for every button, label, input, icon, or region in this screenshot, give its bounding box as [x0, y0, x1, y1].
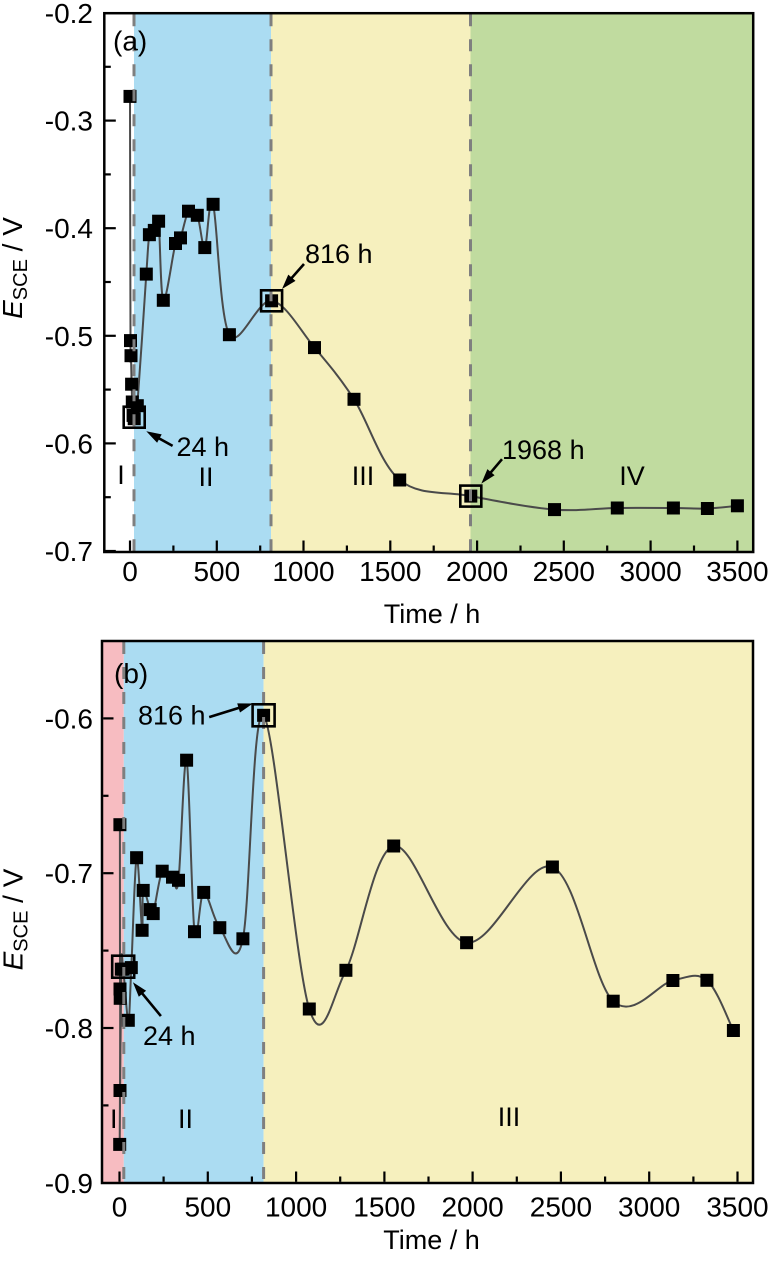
- svg-text:-0.6: -0.6: [45, 428, 93, 459]
- svg-text:IV: IV: [619, 461, 645, 491]
- svg-text:Time / h: Time / h: [383, 1225, 480, 1255]
- svg-text:II: II: [198, 462, 213, 492]
- svg-text:1500: 1500: [353, 1192, 415, 1223]
- svg-text:24 h: 24 h: [177, 432, 230, 462]
- svg-text:I: I: [110, 1104, 118, 1134]
- svg-text:II: II: [178, 1104, 193, 1134]
- svg-text:500: 500: [193, 556, 240, 587]
- svg-text:3500: 3500: [706, 556, 768, 587]
- svg-text:816 h: 816 h: [305, 239, 373, 269]
- svg-text:ESCE / V: ESCE / V: [0, 868, 33, 970]
- svg-text:0: 0: [122, 556, 138, 587]
- svg-text:24 h: 24 h: [143, 1021, 196, 1051]
- svg-text:2500: 2500: [530, 1192, 592, 1223]
- svg-text:-0.7: -0.7: [45, 536, 93, 567]
- svg-text:2000: 2000: [441, 1192, 503, 1223]
- svg-text:-0.4: -0.4: [45, 213, 93, 244]
- svg-text:III: III: [352, 461, 375, 491]
- svg-text:816 h: 816 h: [138, 701, 206, 731]
- svg-text:1000: 1000: [265, 1192, 327, 1223]
- svg-text:1968 h: 1968 h: [502, 435, 585, 465]
- svg-text:I: I: [117, 460, 125, 490]
- svg-text:2000: 2000: [446, 556, 508, 587]
- svg-text:(a): (a): [113, 26, 147, 57]
- svg-text:2500: 2500: [533, 556, 595, 587]
- svg-text:3000: 3000: [619, 556, 681, 587]
- svg-text:Time / h: Time / h: [384, 599, 481, 629]
- svg-text:500: 500: [184, 1192, 231, 1223]
- svg-text:0: 0: [112, 1192, 128, 1223]
- svg-text:-0.5: -0.5: [45, 321, 93, 352]
- svg-text:-0.6: -0.6: [45, 703, 93, 734]
- svg-text:-0.8: -0.8: [45, 1013, 93, 1044]
- svg-text:(b): (b): [114, 658, 148, 689]
- svg-text:-0.3: -0.3: [45, 106, 93, 137]
- svg-text:1500: 1500: [359, 556, 421, 587]
- svg-text:-0.7: -0.7: [45, 858, 93, 889]
- svg-text:III: III: [498, 1102, 521, 1132]
- svg-text:ESCE / V: ESCE / V: [0, 217, 32, 319]
- svg-text:-0.9: -0.9: [45, 1168, 93, 1199]
- svg-text:3000: 3000: [618, 1192, 680, 1223]
- svg-text:-0.2: -0.2: [45, 0, 93, 29]
- svg-text:1000: 1000: [272, 556, 334, 587]
- svg-text:3500: 3500: [706, 1192, 768, 1223]
